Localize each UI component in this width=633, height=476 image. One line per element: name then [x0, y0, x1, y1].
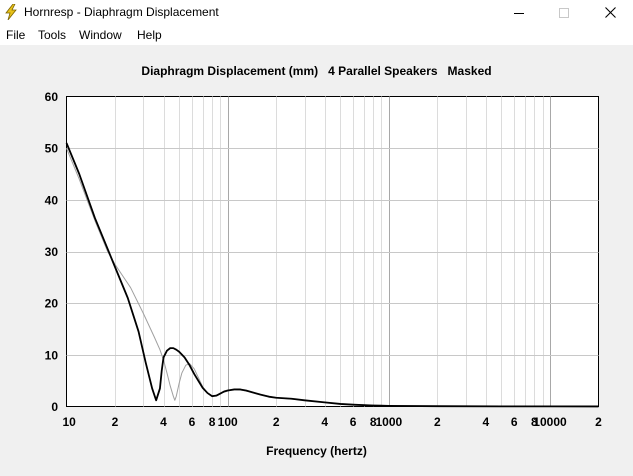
x-tick-label: 4: [321, 415, 328, 429]
displacement-curve: [65, 142, 599, 408]
x-axis-label: Frequency (hertz): [266, 444, 367, 458]
x-tick-label: 10000: [533, 415, 567, 429]
y-tick-label: 20: [45, 297, 59, 311]
y-tick-label: 0: [51, 400, 58, 414]
window-title: Hornresp - Diaphragm Displacement: [24, 5, 219, 19]
menu-file[interactable]: File: [6, 28, 26, 42]
x-tick-label: 8: [370, 415, 377, 429]
menu-bar: File Tools Window Help: [0, 25, 633, 45]
x-tick-label: 4: [483, 415, 490, 429]
x-tick-label: 2: [112, 415, 119, 429]
y-tick-label: 10: [45, 348, 59, 362]
x-tick-label: 4: [160, 415, 167, 429]
x-tick-label: 8: [209, 415, 216, 429]
menu-help[interactable]: Help: [137, 28, 162, 42]
x-tick-label: 1000: [375, 415, 402, 429]
close-icon: [604, 7, 616, 18]
x-tick-label: 100: [218, 415, 238, 429]
x-tick-label: 8: [531, 415, 538, 429]
chart-title: Diaphragm Displacement (mm) 4 Parallel S…: [141, 64, 492, 78]
x-tick-label: 2: [273, 415, 280, 429]
series-layer: [65, 142, 599, 408]
x-tick-label: 10: [63, 415, 77, 429]
x-tick-label: 6: [511, 415, 518, 429]
y-tick-label: 40: [45, 193, 59, 207]
lightning-bolt-icon: [5, 4, 17, 20]
title-bar: Hornresp - Diaphragm Displacement: [0, 0, 633, 25]
grid: [66, 96, 599, 407]
x-tick-label: 6: [189, 415, 196, 429]
plot-frame: [66, 96, 599, 407]
minimize-icon: [514, 12, 524, 14]
x-tick-label: 2: [434, 415, 441, 429]
menu-window[interactable]: Window: [79, 28, 122, 42]
y-tick-label: 30: [45, 245, 59, 259]
minimize-button[interactable]: [496, 0, 542, 25]
maximize-button[interactable]: [541, 0, 587, 25]
y-tick-label: 60: [45, 90, 59, 104]
y-tick-label: 50: [45, 142, 59, 156]
maximize-icon: [559, 7, 569, 18]
x-tick-label: 6: [350, 415, 357, 429]
x-tick-label: 2: [595, 415, 602, 429]
menu-tools[interactable]: Tools: [38, 28, 67, 42]
close-button[interactable]: [587, 0, 633, 25]
